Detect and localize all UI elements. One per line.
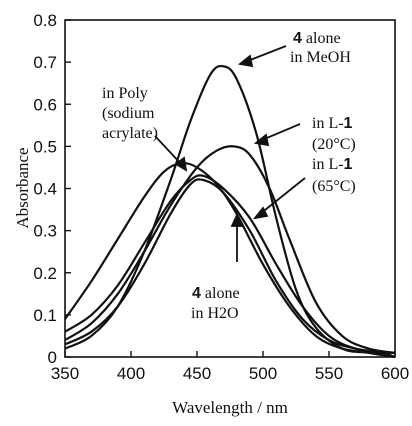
annotation-poly-line3: acrylate) [102, 125, 158, 142]
series-line-5 [64, 178, 396, 359]
annotation-l1-65c-line1: in L-1 [312, 156, 353, 173]
arrow-poly [154, 135, 184, 167]
arrow-l1-20c [261, 123, 301, 141]
arrow-head-l1-65c [252, 206, 269, 220]
arrow-head-h2o [230, 212, 244, 227]
arrow-l1-65c [259, 177, 306, 215]
x-tick-label: 450 [183, 364, 211, 383]
series-line-2 [64, 145, 396, 354]
axis-ticks [64, 19, 396, 358]
y-tick-label: 0 [48, 348, 57, 367]
annotation-h2o-line2: in H2O [191, 305, 239, 322]
annotation-l1-20c-line1: in L-1 [312, 115, 353, 132]
plot-lines [64, 64, 396, 359]
x-tick-label: 400 [117, 364, 145, 383]
annotation-l1-65c-line2: (65°C) [312, 178, 356, 195]
arrow-head-meoh [237, 54, 254, 68]
x-tick-label: 350 [51, 364, 79, 383]
y-tick-label: 0.3 [33, 222, 57, 241]
y-tick-label: 0.2 [33, 264, 57, 283]
y-tick-label: 0.1 [33, 306, 57, 325]
x-tick-label: 600 [381, 364, 409, 383]
y-tick-label: 0.4 [33, 180, 57, 199]
annotation-h2o-line1: 4 alone [192, 285, 240, 302]
annotation-l1-20c-line2: (20°C) [312, 136, 356, 153]
arrow-head-l1-20c [253, 133, 270, 147]
axis-tick-labels: 350 400 450 500 550 600 0 0.1 0.2 0.3 0.4 0.5 0.6 0.7… [33, 11, 409, 383]
y-tick-label: 0.8 [33, 11, 57, 30]
y-tick-label: 0.7 [33, 53, 57, 72]
x-axis-title: Wavelength / nm [172, 398, 288, 417]
annotation-meoh-line1: 4 alone [293, 30, 341, 47]
x-tick-label: 550 [315, 364, 343, 383]
y-axis-title: Absorbance [13, 147, 32, 228]
annotation-arrows [154, 45, 306, 262]
arrow-meoh [244, 45, 287, 63]
annotation-poly-line2: (sodium [102, 105, 155, 122]
x-tick-label: 500 [249, 364, 277, 383]
arrow-head-poly [174, 156, 188, 172]
annotation-meoh-line2: in MeOH [290, 49, 351, 66]
y-tick-label: 0.6 [33, 95, 57, 114]
series-line-4 [64, 161, 396, 359]
y-tick-label: 0.5 [33, 137, 57, 156]
annotation-poly-line1: in Poly [102, 85, 148, 102]
